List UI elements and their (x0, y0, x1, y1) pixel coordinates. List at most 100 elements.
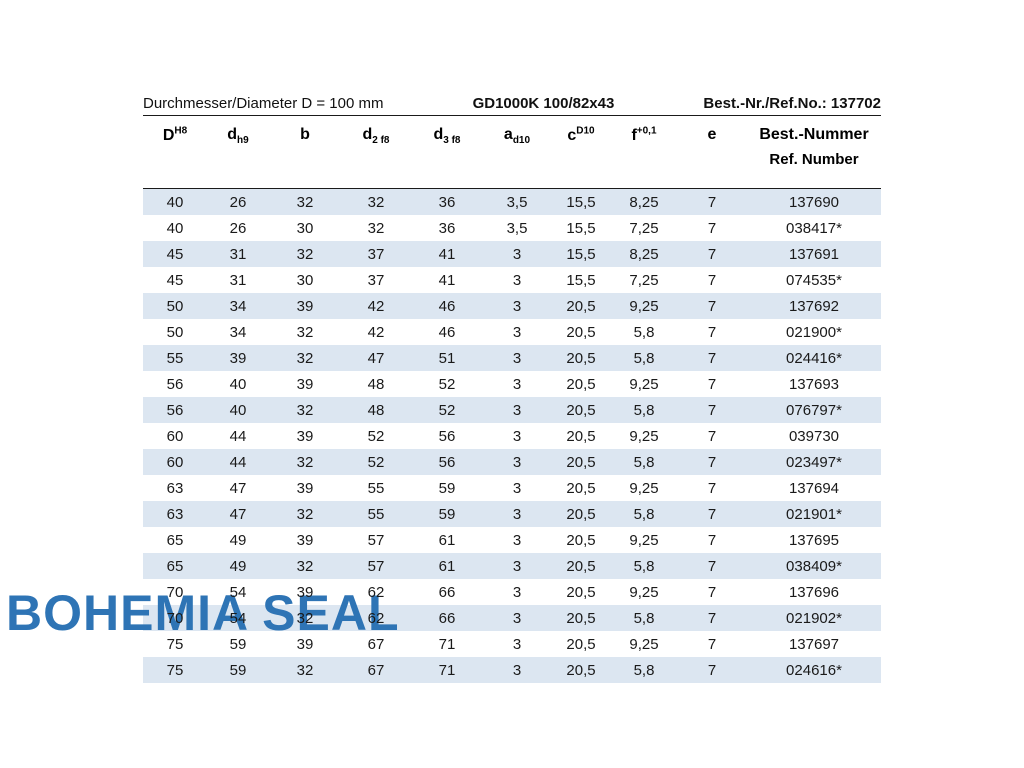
cell-text: 54 (229, 609, 247, 627)
dimension-table: DH8 dh9 b d2 f8 d3 f8 ad10 cD10 f+0,1 e Best.-Num… (143, 116, 881, 683)
table-cell: 30 (269, 215, 341, 241)
table-cell: 66 (411, 605, 483, 631)
cell-text: 15,5 (566, 271, 596, 289)
table-cell: 5,8 (611, 501, 677, 527)
table-cell: 50 (143, 293, 207, 319)
table-cell: 137697 (747, 631, 881, 657)
table-cell: 26 (207, 188, 269, 215)
table-row: 75 59 39 67 71 3 20,5 9,25 7 137697 (143, 631, 881, 657)
table-cell: 7 (677, 631, 747, 657)
cell-text: 7,25 (629, 219, 659, 237)
table-cell: 20,5 (551, 605, 611, 631)
table-cell: 9,25 (611, 371, 677, 397)
table-cell: 3 (483, 293, 551, 319)
table-cell: 20,5 (551, 657, 611, 683)
cell-text: 40 (166, 193, 184, 211)
table-cell: 40 (143, 215, 207, 241)
column-header-text: cD10 (567, 126, 595, 145)
cell-text: 20,5 (566, 349, 596, 367)
cell-text: 20,5 (566, 635, 596, 653)
table-cell: 34 (207, 319, 269, 345)
table-cell: 074535* (747, 267, 881, 293)
column-header-line2: Ref. Number (769, 151, 859, 168)
cell-text: 024616* (786, 661, 842, 679)
table-cell: 42 (341, 319, 411, 345)
cell-text: 20,5 (566, 531, 596, 549)
cell-text: 32 (296, 193, 314, 211)
cell-text: 40 (229, 401, 247, 419)
cell-text: 50 (166, 323, 184, 341)
table-cell: 3 (483, 605, 551, 631)
table-cell: 63 (143, 501, 207, 527)
table-row: 60 44 39 52 56 3 20,5 9,25 7 039730 (143, 423, 881, 449)
cell-text: 7 (707, 193, 717, 211)
cell-text: 65 (166, 557, 184, 575)
cell-text: 3 (512, 245, 522, 263)
cell-text: 67 (367, 635, 385, 653)
table-cell: 44 (207, 449, 269, 475)
cell-text: 55 (367, 479, 385, 497)
cell-text: 7 (707, 271, 717, 289)
table-cell: 137695 (747, 527, 881, 553)
cell-text: 63 (166, 505, 184, 523)
table-cell: 3,5 (483, 215, 551, 241)
table-cell: 32 (269, 319, 341, 345)
table-cell: 32 (269, 397, 341, 423)
cell-text: 41 (438, 245, 456, 263)
table-row: 63 47 39 55 59 3 20,5 9,25 7 137694 (143, 475, 881, 501)
cell-text: 3 (512, 505, 522, 523)
table-cell: 32 (269, 241, 341, 267)
cell-text: 7 (707, 661, 717, 679)
cell-text: 57 (367, 531, 385, 549)
cell-text: 9,25 (629, 531, 659, 549)
cell-text: 9,25 (629, 583, 659, 601)
table-cell: 8,25 (611, 188, 677, 215)
cell-text: 7 (707, 219, 717, 237)
table-cell: 60 (143, 423, 207, 449)
table-cell: 15,5 (551, 267, 611, 293)
cell-text: 8,25 (629, 245, 659, 263)
cell-text: 66 (438, 583, 456, 601)
cell-text: 3,5 (506, 219, 528, 237)
table-cell: 3 (483, 241, 551, 267)
cell-text: 076797* (786, 401, 842, 419)
cell-text: 30 (296, 219, 314, 237)
cell-text: 7 (707, 401, 717, 419)
table-cell: 137690 (747, 188, 881, 215)
column-header-text: d3 f8 (433, 126, 461, 147)
table-cell: 52 (411, 397, 483, 423)
table-cell: 7,25 (611, 215, 677, 241)
cell-text: 26 (229, 219, 247, 237)
table-cell: 56 (143, 371, 207, 397)
table-cell: 62 (341, 579, 411, 605)
cell-text: 3 (512, 349, 522, 367)
table-cell: 3 (483, 345, 551, 371)
column-header-text: DH8 (162, 126, 188, 145)
cell-text: 3 (512, 609, 522, 627)
cell-text: 20,5 (566, 661, 596, 679)
table-cell: 3 (483, 553, 551, 579)
table-cell: 3 (483, 657, 551, 683)
column-header-text: e (707, 126, 717, 143)
cell-text: 70 (166, 583, 184, 601)
table-row: 56 40 32 48 52 3 20,5 5,8 7 076797* (143, 397, 881, 423)
cell-text: 45 (166, 245, 184, 263)
column-header-text: d2 f8 (362, 126, 390, 147)
cell-text: 074535* (786, 271, 842, 289)
table-cell: 66 (411, 579, 483, 605)
table-row: 70 54 32 62 66 3 20,5 5,8 7 021902* (143, 605, 881, 631)
cell-text: 56 (438, 427, 456, 445)
table-cell: 32 (269, 501, 341, 527)
cell-text: 44 (229, 453, 247, 471)
table-cell: 40 (207, 397, 269, 423)
table-cell: 44 (207, 423, 269, 449)
table-cell: 40 (207, 371, 269, 397)
cell-text: 20,5 (566, 583, 596, 601)
table-cell: 42 (341, 293, 411, 319)
table-cell: 3 (483, 579, 551, 605)
table-cell: 20,5 (551, 631, 611, 657)
table-cell: 46 (411, 293, 483, 319)
cell-text: 9,25 (629, 297, 659, 315)
cell-text: 31 (229, 271, 247, 289)
